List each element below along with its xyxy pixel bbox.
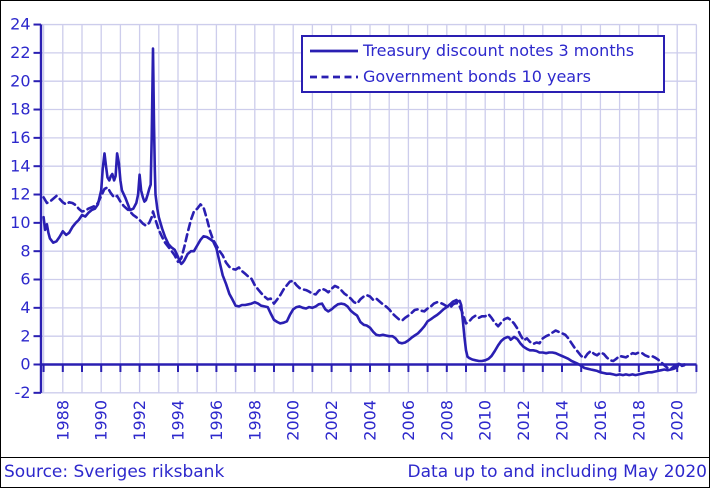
plot-area: -2 0 2 4 6 8 10 12 14 16 18 20 22 24 1988 1990 1992 1994… [1,1,709,457]
y-axis-tick-label: 2 [20,326,30,345]
x-axis-tick-label: 2008 [437,400,456,441]
series-treasury-3m-line [42,47,686,377]
y-axis-tick-label: 24 [10,15,30,34]
x-axis-tick-label: 2014 [553,400,572,441]
legend-box: Treasury discount notes 3 months Governm… [301,35,665,93]
legend-item-govt-bonds-10y: Government bonds 10 years [309,65,659,89]
x-axis-tick-label: 2004 [361,400,380,441]
y-axis-tick-label: 16 [10,128,30,147]
x-axis-tick-label: 2012 [514,400,533,441]
x-axis-tick-label: 2016 [591,400,610,441]
x-axis-tick-label: 1988 [53,400,72,441]
footer-source-text: Source: Sveriges riksbank [4,462,225,482]
y-axis-tick-label: 22 [10,43,30,62]
x-axis-tick-label: 1996 [207,400,226,441]
x-axis-tick-label: 1998 [245,400,264,441]
y-axis-tick-label: 6 [20,270,30,289]
y-axis-tick-label: 12 [10,185,30,204]
y-axis-tick-label: 4 [20,298,30,317]
x-axis-tick-label: 2002 [322,400,341,441]
axes-layer [33,23,698,394]
y-axis-tick-label: 14 [10,156,30,175]
y-axis-tick-label: 20 [10,71,30,90]
y-axis-tick-label: 8 [20,241,30,260]
x-axis-tick-label: 2010 [476,400,495,441]
footer: Source: Sveriges riksbank Data up to and… [1,457,709,487]
legend-item-label: Treasury discount notes 3 months [363,41,635,61]
y-axis-tick-label: 0 [20,355,30,374]
footer-note-text: Data up to and including May 2020 [407,462,707,482]
legend-line-sample-dashed [310,75,358,79]
x-axis-tick-label: 2020 [668,400,687,441]
legend-item-label: Government bonds 10 years [363,66,592,86]
x-axis-tick-label: 1992 [130,400,149,441]
legend-item-treasury-3m: Treasury discount notes 3 months [309,39,659,63]
series-layer [42,47,686,377]
y-axis-tick-label: -2 [15,383,31,402]
series-govt-bonds-10y-line [42,186,686,371]
x-axis-tick-label: 2018 [629,400,648,441]
legend-line-sample-solid [310,49,358,53]
x-axis-tick-label: 1990 [92,400,111,441]
x-axis-tick-label: 1994 [169,400,188,441]
y-axis-tick-label: 10 [10,213,30,232]
x-axis-tick-label: 2000 [284,400,303,441]
x-axis-tick-label: 2006 [399,400,418,441]
y-axis-tick-label: 18 [10,100,30,119]
x-axis-labels: 1988 1990 1992 1994 1996 1998 2000 2002 2004 2006… [53,400,686,441]
